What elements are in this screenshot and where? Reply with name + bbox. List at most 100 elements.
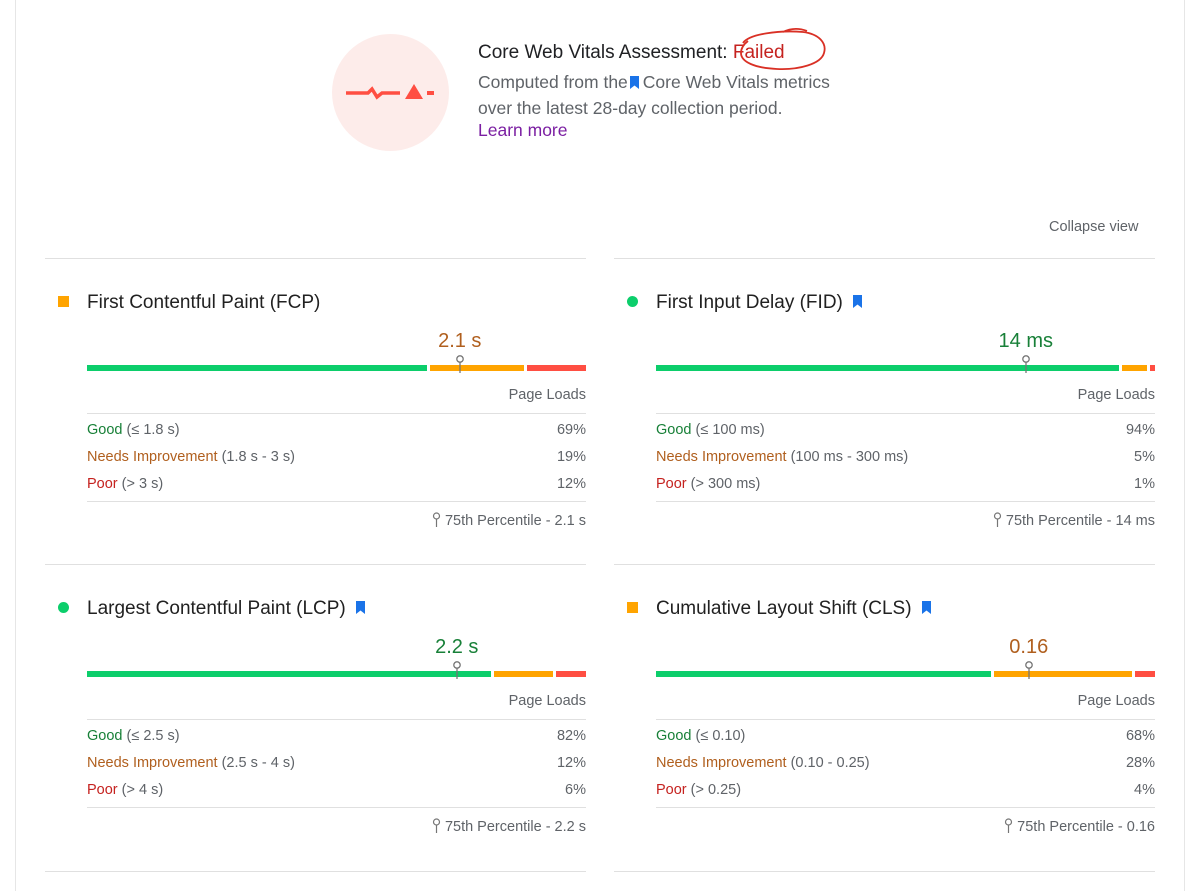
good-status-circle-icon <box>58 602 69 613</box>
distribution-percent: 12% <box>556 476 586 492</box>
percentile-text: 75th Percentile - 14 ms <box>1005 513 1155 529</box>
metric-value: 2.1 s <box>438 330 482 352</box>
distribution-row-poor: Poor (> 300 ms) 1% <box>656 476 1155 492</box>
collapse-view-button[interactable]: Collapse view <box>1049 219 1139 235</box>
distribution-range: (> 0.25) <box>686 782 742 798</box>
distribution-range: (≤ 2.5 s) <box>122 728 180 744</box>
distribution-range: (1.8 s - 3 s) <box>217 449 295 465</box>
distribution-label: Poor <box>87 476 118 492</box>
divider <box>87 807 586 808</box>
distribution-range: (> 3 s) <box>117 476 164 492</box>
distribution-row-poor: Poor (> 4 s) 6% <box>87 782 586 798</box>
page-loads-label: Page Loads <box>508 387 586 403</box>
distribution-percent: 19% <box>556 449 586 465</box>
distribution-percent: 28% <box>1125 755 1155 771</box>
page-loads-label: Page Loads <box>1077 387 1155 403</box>
page-loads-label: Page Loads <box>508 693 586 709</box>
percentile-pin-icon <box>455 355 465 373</box>
metric-title-text: First Contentful Paint (FCP) <box>87 292 321 313</box>
distribution-label: Poor <box>656 782 687 798</box>
distribution-label: Good <box>87 422 123 438</box>
distribution-row-ni: Needs Improvement (100 ms - 300 ms) 5% <box>656 449 1155 465</box>
distribution-bar <box>656 661 1155 679</box>
percentile-pin-icon <box>432 818 441 837</box>
divider <box>614 564 1155 565</box>
distribution-row-good: Good (≤ 100 ms) 94% <box>656 422 1155 438</box>
good-segment <box>656 671 992 677</box>
poor-segment <box>1135 671 1155 677</box>
distribution-label: Needs Improvement <box>656 755 787 771</box>
distribution-percent: 12% <box>556 755 586 771</box>
metric-card-fcp: First Contentful Paint (FCP) 2.1 s Page Lo… <box>45 259 586 559</box>
distribution-row-good: Good (≤ 2.5 s) 82% <box>87 728 586 744</box>
bookmark-icon <box>921 598 931 620</box>
distribution-range: (> 4 s) <box>117 782 164 798</box>
learn-more-link[interactable]: Learn more <box>478 120 568 140</box>
metric-title-text: First Input Delay (FID) <box>656 292 843 313</box>
metric-card-lcp: Largest Contentful Paint (LCP) 2.2 s Page … <box>45 565 586 865</box>
divider <box>45 871 586 872</box>
divider <box>614 871 1155 872</box>
assessment-title: Core Web Vitals Assessment: Failed <box>478 42 785 64</box>
distribution-row-ni: Needs Improvement (2.5 s - 4 s) 12% <box>87 755 586 771</box>
good-segment <box>87 365 428 371</box>
distribution-row-ni: Needs Improvement (1.8 s - 3 s) 19% <box>87 449 586 465</box>
distribution-range: (100 ms - 300 ms) <box>786 449 909 465</box>
poor-segment <box>1150 365 1155 371</box>
good-status-circle-icon <box>627 296 638 307</box>
divider <box>656 501 1155 502</box>
metric-title: Largest Contentful Paint (LCP) <box>87 598 365 620</box>
divider <box>656 413 1155 414</box>
average-status-square-icon <box>58 296 69 307</box>
failed-vitals-icon <box>332 34 449 151</box>
page-loads-label: Page Loads <box>1077 693 1155 709</box>
distribution-bar <box>656 355 1155 373</box>
distribution-bar <box>87 661 586 679</box>
distribution-row-ni: Needs Improvement (0.10 - 0.25) 28% <box>656 755 1155 771</box>
distribution-range: (≤ 100 ms) <box>691 422 765 438</box>
distribution-range: (2.5 s - 4 s) <box>217 755 295 771</box>
metric-title: First Input Delay (FID) <box>656 292 862 314</box>
assessment-sub-line2: over the latest 28-day collection period… <box>478 98 783 118</box>
metric-card-cls: Cumulative Layout Shift (CLS) 0.16 Page Lo… <box>614 565 1155 865</box>
distribution-range: (0.10 - 0.25) <box>786 755 870 771</box>
metric-value: 2.2 s <box>435 636 479 658</box>
distribution-label: Needs Improvement <box>87 755 218 771</box>
distribution-label: Poor <box>656 476 687 492</box>
percentile-summary: 75th Percentile - 2.2 s <box>432 818 586 837</box>
needs-improvement-segment <box>494 671 554 677</box>
divider <box>45 564 586 565</box>
distribution-percent: 68% <box>1125 728 1155 744</box>
assessment-title-prefix: Core Web Vitals Assessment: <box>478 42 728 63</box>
percentile-text: 75th Percentile - 2.2 s <box>444 819 586 835</box>
good-segment <box>87 671 492 677</box>
distribution-range: (> 300 ms) <box>686 476 761 492</box>
distribution-percent: 82% <box>556 728 586 744</box>
distribution-row-poor: Poor (> 3 s) 12% <box>87 476 586 492</box>
divider <box>614 258 1155 259</box>
distribution-percent: 5% <box>1134 449 1155 465</box>
distribution-label: Poor <box>87 782 118 798</box>
distribution-label: Good <box>656 728 692 744</box>
percentile-pin-icon <box>1021 355 1031 373</box>
distribution-percent: 6% <box>565 782 586 798</box>
assessment-description: Computed from the Core Web Vitals metrics… <box>478 70 878 121</box>
poor-segment <box>556 671 586 677</box>
distribution-percent: 69% <box>556 422 586 438</box>
metric-value: 0.16 <box>1009 636 1049 658</box>
average-status-square-icon <box>627 602 638 613</box>
distribution-label: Good <box>87 728 123 744</box>
needs-improvement-segment <box>994 671 1133 677</box>
distribution-percent: 1% <box>1134 476 1155 492</box>
percentile-summary: 75th Percentile - 14 ms <box>993 512 1155 531</box>
distribution-percent: 4% <box>1134 782 1155 798</box>
distribution-bar <box>87 355 586 373</box>
distribution-row-poor: Poor (> 0.25) 4% <box>656 782 1155 798</box>
percentile-pin-icon <box>993 512 1002 531</box>
percentile-text: 75th Percentile - 0.16 <box>1017 819 1155 835</box>
distribution-percent: 94% <box>1125 422 1155 438</box>
metric-title: First Contentful Paint (FCP) <box>87 292 320 314</box>
percentile-pin-icon <box>452 661 462 679</box>
good-segment <box>656 365 1120 371</box>
distribution-label: Needs Improvement <box>87 449 218 465</box>
